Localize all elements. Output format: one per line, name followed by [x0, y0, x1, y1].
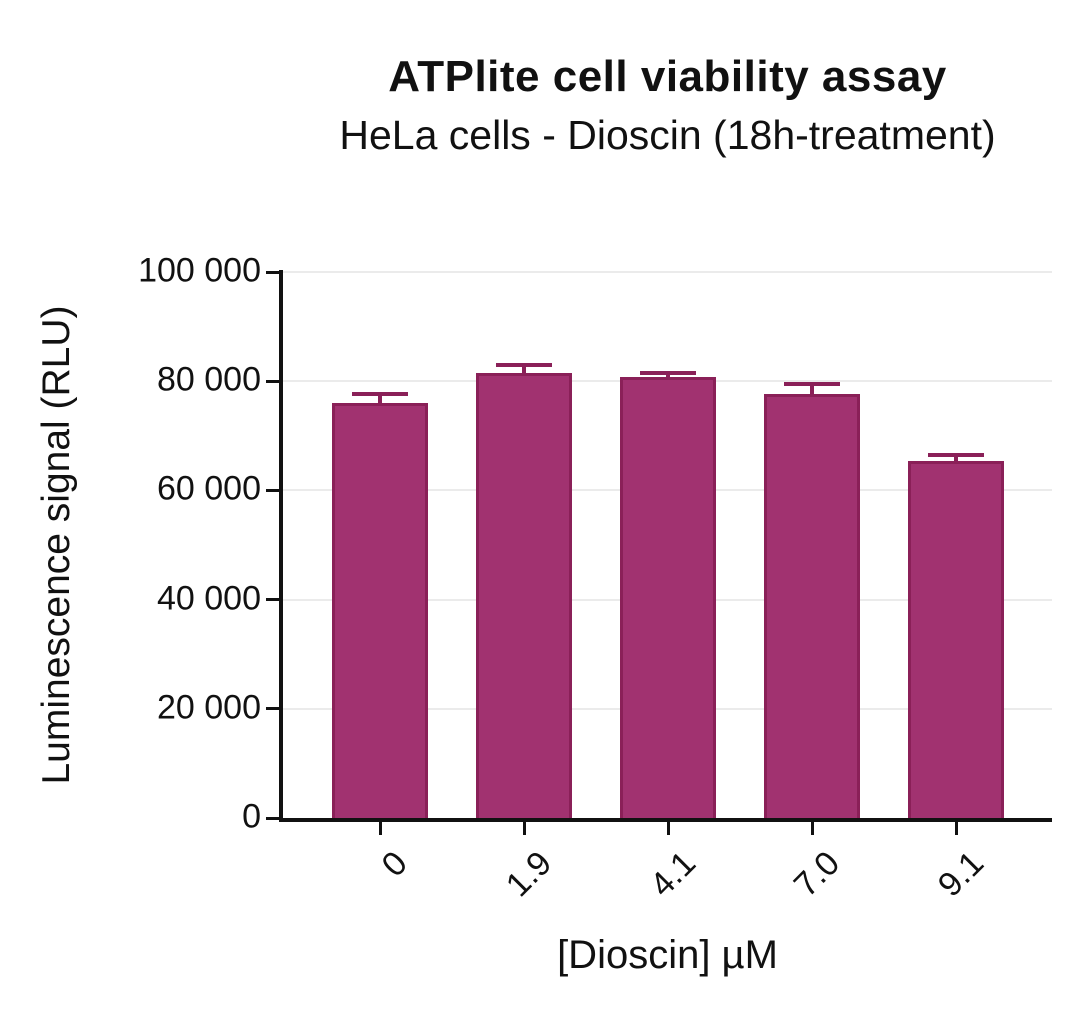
error-bar-line [378, 394, 382, 405]
bar [764, 393, 860, 818]
x-tick-label: 4.1 [642, 844, 703, 905]
y-tick [266, 270, 279, 274]
x-tick-label: 1.9 [498, 844, 559, 905]
y-axis-line [279, 270, 283, 822]
x-tick [378, 822, 382, 835]
x-tick [666, 822, 670, 835]
error-bar-line [810, 383, 814, 396]
y-tick [266, 816, 279, 820]
error-bar-line [954, 455, 958, 463]
y-tick [266, 379, 279, 383]
error-bar-cap [928, 453, 984, 458]
x-tick [810, 822, 814, 835]
y-tick-label: 80 000 [157, 360, 261, 399]
y-tick [266, 488, 279, 492]
x-tick [954, 822, 958, 835]
bar [908, 460, 1004, 818]
error-bar-line [666, 373, 670, 379]
y-tick-label: 40 000 [157, 579, 261, 618]
error-bar-line [522, 364, 526, 375]
x-tick-label: 9.1 [930, 844, 991, 905]
x-tick-label: 0 [374, 844, 415, 885]
gridline [283, 271, 1052, 273]
error-bar-cap [640, 371, 696, 375]
x-axis-title: [Dioscin] µM [557, 933, 778, 977]
x-axis-line [279, 818, 1052, 822]
plot-area: 0 20 000 40 000 60 000 80 000 100 000 0 1.9 4.1 7… [138, 252, 1052, 904]
y-tick-label: 0 [242, 797, 261, 836]
bar [476, 373, 572, 818]
y-tick [266, 707, 279, 711]
bar [332, 402, 428, 818]
y-tick-label: 60 000 [157, 470, 261, 509]
error-bar-cap [496, 362, 552, 367]
error-bar-cap [352, 392, 408, 397]
chart-title: ATPlite cell viability assay [388, 52, 947, 101]
y-tick-label: 100 000 [138, 251, 261, 290]
x-tick [522, 822, 526, 835]
error-bar-cap [784, 381, 840, 386]
y-tick-label: 20 000 [157, 688, 261, 727]
chart-subtitle: HeLa cells - Dioscin (18h-treatment) [339, 112, 996, 158]
y-axis-title: Luminescence signal (RLU) [35, 305, 78, 785]
y-tick [266, 598, 279, 602]
bar [620, 376, 716, 818]
x-tick-label: 7.0 [786, 844, 847, 905]
